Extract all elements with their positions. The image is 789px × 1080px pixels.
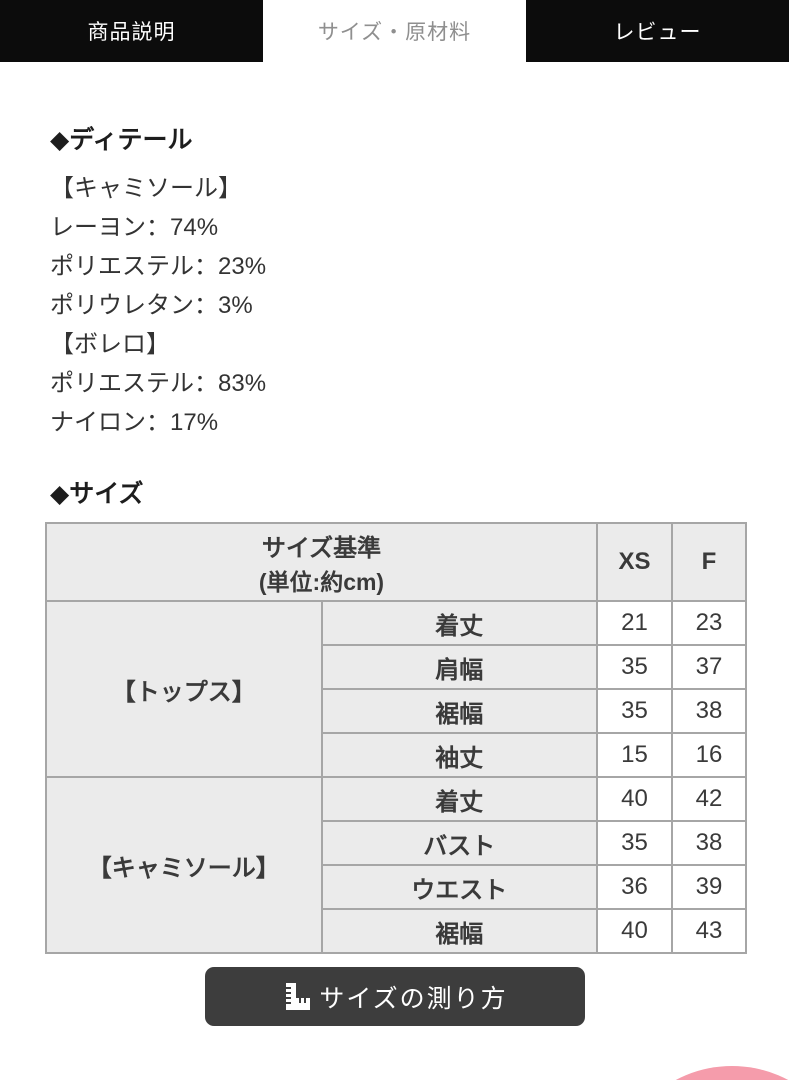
size-heading: ◆サイズ (50, 480, 144, 508)
material-line: ポリエステル：83% (50, 370, 267, 397)
tab-panel-size-materials: ◆ディテール 【キャミソール】 レーヨン：74% ポリエステル：23% ポリウレ… (0, 120, 789, 1026)
tab-product-description[interactable]: 商品説明 (0, 0, 263, 62)
size-table-title-cell: サイズ基準 (単位:約cm) (45, 522, 598, 602)
size-measure-guide-button[interactable]: サイズの測り方 (204, 967, 585, 1026)
tab-bar: 商品説明 サイズ・原材料 レビュー (0, 0, 789, 70)
size-table-header-row: サイズ基準 (単位:約cm) XS F (45, 522, 747, 602)
group-label-camisole: 【キャミソール】 (45, 776, 323, 954)
table-row: 袖丈 15 16 (46, 732, 747, 778)
measurement-value-xs: 35 (596, 820, 673, 866)
measurement-value-xs: 35 (596, 688, 673, 734)
tab-label: サイズ・原材料 (317, 21, 472, 44)
measurement-label: ウエスト (320, 864, 598, 910)
measurement-value-f: 38 (671, 820, 747, 866)
measurement-label: 裾幅 (320, 688, 598, 734)
measurement-label: バスト (320, 820, 598, 866)
table-row: バスト 35 38 (46, 820, 747, 866)
measurement-value-f: 39 (671, 864, 747, 910)
measurement-value-xs: 35 (596, 644, 673, 690)
table-row: 裾幅 40 43 (46, 908, 747, 954)
measurement-value-xs: 40 (596, 776, 673, 822)
measurement-label: 着丈 (320, 776, 598, 822)
measurement-label: 袖丈 (320, 732, 598, 778)
size-table: サイズ基準 (単位:約cm) XS F 【トップス】 着丈 21 23 肩幅 3… (45, 522, 747, 954)
measurement-value-f: 23 (671, 600, 747, 646)
group-label-tops: 【トップス】 (45, 600, 323, 778)
measurement-value-xs: 36 (596, 864, 673, 910)
tab-label: 商品説明 (87, 21, 176, 44)
table-row: 【キャミソール】 着丈 40 42 (45, 776, 747, 954)
measurement-value-xs: 40 (596, 908, 673, 954)
material-group-label: 【キャミソール】 (50, 175, 242, 202)
table-row: 肩幅 35 37 (46, 644, 747, 690)
size-table-unit: (単位:約cm) (258, 568, 385, 595)
ruler-icon (281, 981, 312, 1012)
measurement-label: 裾幅 (320, 908, 598, 954)
measurement-value-xs: 21 (596, 600, 673, 646)
measurement-value-f: 43 (671, 908, 747, 954)
measurement-value-xs: 15 (596, 732, 673, 778)
tab-label: レビュー (613, 21, 702, 44)
table-row: 【トップス】 着丈 21 23 (45, 600, 747, 778)
material-group-label: 【ボレロ】 (50, 331, 170, 358)
measurement-label: 肩幅 (320, 644, 598, 690)
floating-action-badge[interactable] (612, 1066, 789, 1080)
size-column-xs: XS (596, 522, 673, 602)
measurement-label: 着丈 (320, 600, 598, 646)
size-table-title: サイズ基準 (261, 534, 382, 562)
details-heading: ◆ディテール (50, 126, 193, 154)
measurement-value-f: 38 (671, 688, 747, 734)
measurement-value-f: 42 (671, 776, 747, 822)
measure-button-label: サイズの測り方 (319, 984, 508, 1013)
material-line: ナイロン：17% (50, 409, 219, 436)
size-column-f: F (671, 522, 747, 602)
table-row: 裾幅 35 38 (46, 688, 747, 734)
material-line: ポリウレタン：3% (50, 292, 253, 319)
tab-size-materials[interactable]: サイズ・原材料 (263, 0, 526, 70)
material-line: ポリエステル：23% (50, 253, 267, 280)
material-line: レーヨン：74% (50, 214, 219, 241)
measurement-value-f: 16 (671, 732, 747, 778)
table-row: ウエスト 36 39 (46, 864, 747, 910)
measurement-value-f: 37 (671, 644, 747, 690)
materials-section: ◆ディテール 【キャミソール】 レーヨン：74% ポリエステル：23% ポリウレ… (45, 120, 744, 442)
tab-reviews[interactable]: レビュー (526, 0, 789, 62)
